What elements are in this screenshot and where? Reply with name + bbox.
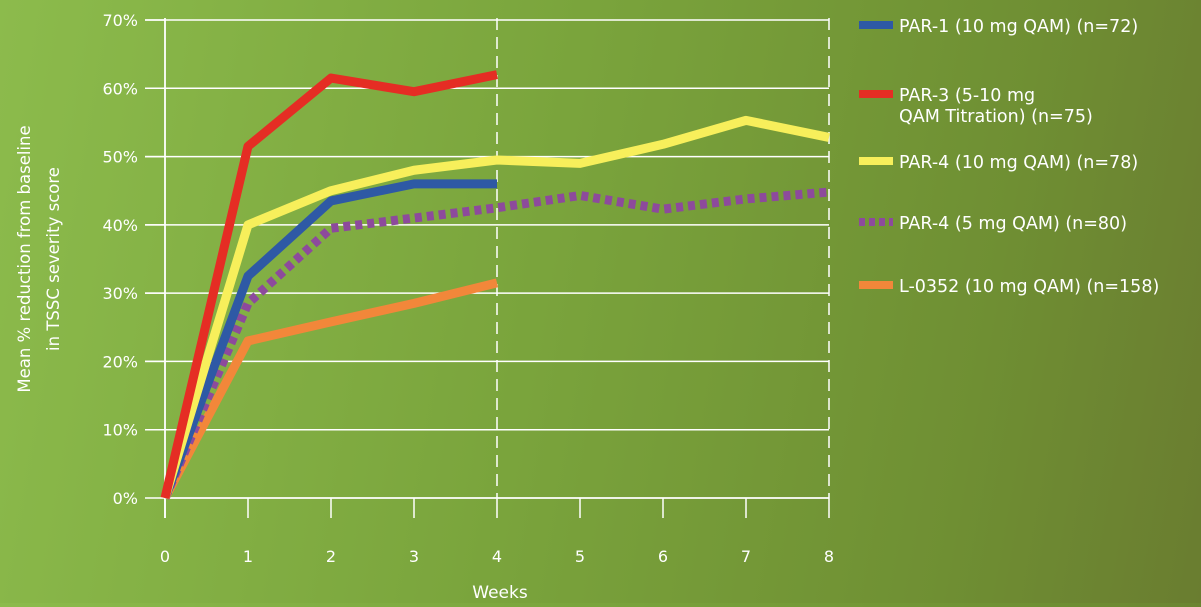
y-tick-label: 30% <box>102 284 138 303</box>
legend-label: QAM Titration) (n=75) <box>899 107 1093 127</box>
axes <box>145 18 830 518</box>
legend-label: PAR-1 (10 mg QAM) (n=72) <box>899 17 1138 37</box>
legend-label: L-0352 (10 mg QAM) (n=158) <box>899 277 1159 297</box>
y-tick-label: 50% <box>102 148 138 167</box>
x-tick-label: 8 <box>824 547 834 566</box>
series-line <box>160 70 498 500</box>
y-tick-label: 40% <box>102 216 138 235</box>
y-axis-title: Mean % reduction from baseline in TSSC se… <box>15 125 63 392</box>
x-tick-label: 5 <box>575 547 585 566</box>
y-tick-label: 0% <box>113 489 138 508</box>
legend-label: PAR-4 (10 mg QAM) (n=78) <box>899 153 1138 173</box>
series-lines <box>160 70 830 501</box>
x-tick-label: 6 <box>658 547 668 566</box>
x-tick-label: 2 <box>326 547 336 566</box>
grid <box>145 18 830 498</box>
x-axis-title: Weeks <box>472 583 528 603</box>
y-axis-title-line: in TSSC severity score <box>44 167 63 351</box>
y-tick-label: 10% <box>102 421 138 440</box>
series-line <box>160 179 497 500</box>
series-line <box>161 278 499 501</box>
legend-label: PAR-3 (5-10 mg <box>899 86 1035 106</box>
y-tick-label: 60% <box>102 79 138 98</box>
legend: PAR-1 (10 mg QAM) (n=72) PAR-3 (5-10 mgQA… <box>859 17 1159 297</box>
legend-label: PAR-4 (5 mg QAM) (n=80) <box>899 214 1127 234</box>
x-tick-label: 0 <box>160 547 170 566</box>
x-tick-label: 4 <box>492 547 502 566</box>
series-line <box>160 115 830 500</box>
x-tick-label: 3 <box>409 547 419 566</box>
x-tick-label: 7 <box>741 547 751 566</box>
tick-labels: 0% 10% 20% 30% 40% 50% 60% 70% 0 1 2 3 4 5 6 7 8 <box>102 11 834 566</box>
y-tick-label: 70% <box>102 11 138 30</box>
y-tick-label: 20% <box>102 352 138 371</box>
y-axis-title-line: Mean % reduction from baseline <box>15 125 34 392</box>
x-tick-label: 1 <box>243 547 253 566</box>
series-line <box>160 187 830 500</box>
